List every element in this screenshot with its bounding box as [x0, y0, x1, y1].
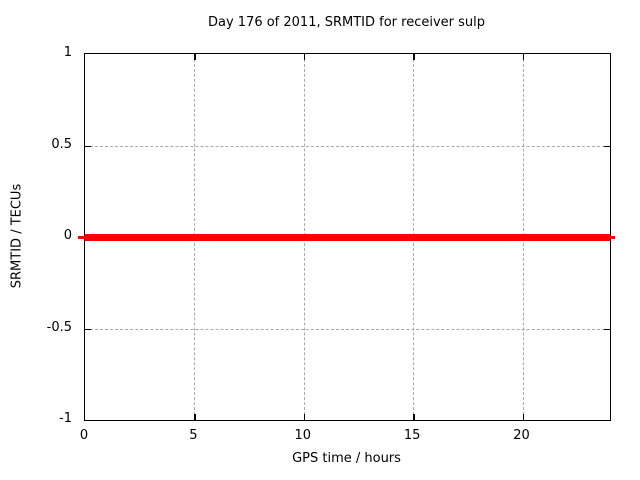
xtick-top-15: [413, 54, 415, 60]
ytick-left--0.5: [85, 328, 91, 330]
xtick-label-15: 15: [403, 428, 421, 443]
chart-title: Day 176 of 2011, SRMTID for receiver sul…: [207, 15, 486, 30]
series-srmtid-line: [85, 234, 610, 241]
plot-area: [78, 53, 615, 421]
ytick-label-0: 0: [63, 228, 72, 243]
ytick-right-0.5: [604, 145, 610, 147]
gridline-y-0.5: [85, 328, 610, 330]
ytick-label-0.5: 0.5: [51, 136, 72, 152]
ytick-label-1: 1: [63, 45, 72, 60]
gridline-y0.5: [85, 145, 610, 147]
xtick-label-0: 0: [79, 428, 89, 443]
ytick-left-0.5: [85, 145, 91, 147]
xtick-label-20: 20: [513, 428, 530, 443]
xtick-bottom-10: [303, 414, 306, 420]
xtick-top-10: [303, 54, 306, 60]
xtick-label-10: 10: [294, 428, 312, 443]
series-srmtid-line-overhang-right: [610, 236, 615, 239]
ytick-label--0.5: -0.5: [46, 319, 72, 335]
xtick-bottom-15: [413, 414, 415, 420]
series-srmtid-line-overhang-left: [78, 236, 85, 239]
xtick-top-20: [522, 54, 524, 60]
ytick-label--1: -1: [59, 411, 72, 426]
x-axis-label: GPS time / hours: [292, 451, 401, 466]
xtick-top-5: [194, 54, 196, 60]
xtick-label-5: 5: [189, 428, 198, 443]
ytick-right--0.5: [604, 328, 610, 330]
xtick-bottom-20: [522, 414, 524, 420]
xtick-bottom-5: [194, 414, 196, 420]
